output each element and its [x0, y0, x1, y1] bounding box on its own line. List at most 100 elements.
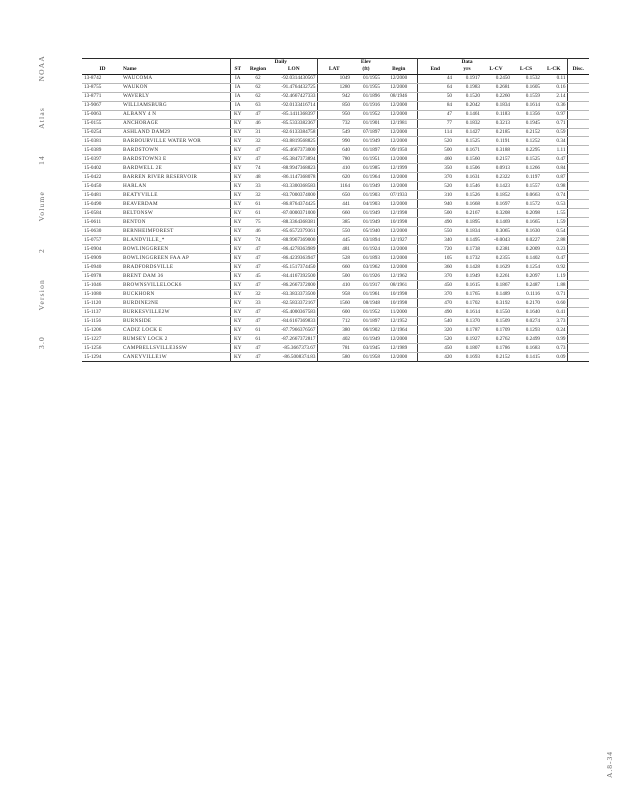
cell-st: KY	[229, 316, 245, 327]
cell-elev: 01/1952	[351, 110, 381, 120]
cell-lcs: 0.2098	[511, 208, 541, 219]
cell-id: 13-8771	[82, 92, 122, 102]
cell-lon: -85.1517374450	[271, 262, 317, 273]
cell-st: KY	[229, 352, 245, 362]
cell-st: KY	[229, 334, 245, 345]
cell-id: 15-1080	[82, 289, 122, 300]
col-header-region: Region	[245, 65, 271, 75]
cell-lat: 380	[316, 325, 351, 336]
cell-end: 500	[416, 208, 453, 219]
cell-elev: 01/1949	[351, 136, 381, 147]
table-row: 15-0757 BLANDVILLE_* KY 74 -88.9967369000 445…	[82, 235, 589, 246]
cell-lat: 660	[316, 208, 351, 219]
cell-lcs: 0.2152	[511, 128, 541, 138]
group-blank-lck	[541, 59, 567, 66]
cell-lck: 0.59	[541, 128, 567, 138]
col-header-name: Name	[122, 65, 230, 75]
cell-region: 33	[245, 181, 271, 192]
group-data: Data	[461, 59, 473, 66]
cell-lcs: 0.1572	[511, 199, 541, 210]
cell-yrs: 0.1461	[453, 110, 481, 120]
cell-name: WAUCOMA	[122, 74, 230, 84]
cell-name: BARDSTOWN	[122, 145, 230, 156]
table-row: 15-0940 BRADFORDSVILLE KY 47 -85.1517374450 6…	[82, 262, 589, 273]
cell-yrs: 0.1832	[453, 119, 481, 129]
cell-lon: -87.7966376567	[271, 325, 317, 336]
cell-id: 15-0155	[82, 119, 122, 129]
col-header-lon: LON	[271, 65, 317, 75]
cell-id: 15-1046	[82, 280, 122, 291]
cell-lon: -85.4000367583	[271, 307, 317, 318]
cell-id: 15-0397	[82, 154, 122, 165]
margin-word-6: 3.0	[36, 335, 46, 349]
cell-region: 62	[245, 83, 271, 93]
table-row: 15-1137 BURKESVILLE2W KY 47 -85.4000367583 60…	[82, 307, 589, 318]
cell-yrs: 0.1428	[453, 262, 481, 273]
cell-elev: 07/1897	[351, 128, 381, 138]
cell-st: IA	[229, 101, 245, 111]
cell-disc	[566, 208, 589, 219]
table-row: 15-0904 BOWLINGGREEN KY 47 -86.4278363989 481…	[82, 244, 589, 255]
cell-lcv: 0.3188	[481, 145, 511, 156]
station-table: Daily Elev Data ID Name ST Region L	[82, 58, 589, 363]
cell-st: KY	[229, 262, 245, 273]
cell-lcs: 0.1605	[511, 83, 541, 93]
cell-region: 62	[245, 74, 271, 84]
cell-lcs: 0.2097	[511, 271, 541, 282]
margin-word-5: Version	[36, 278, 46, 310]
cell-begin: 07/1933	[381, 190, 417, 201]
cell-lcs: 0.2295	[511, 145, 541, 156]
cell-lon: -83.7000374000	[271, 190, 317, 201]
cell-id: 15-1294	[84, 353, 102, 360]
cell-st: KY	[229, 199, 245, 210]
cell-lcs: 0.0274	[511, 316, 541, 327]
cell-lat: 850	[316, 101, 351, 111]
station-table-container: Daily Elev Data ID Name ST Region L	[82, 58, 589, 363]
cell-name: WAVERLY	[122, 92, 230, 102]
cell-lon: -84.4167392500	[271, 271, 317, 282]
cell-lcv: 0.1629	[481, 262, 511, 273]
cell-lcv: 0.1852	[481, 190, 511, 201]
cell-lcv: -0.0043	[481, 235, 511, 246]
cell-id: 15-0904	[82, 244, 122, 255]
cell-st: IA	[229, 83, 245, 93]
cell-lat: 445	[316, 235, 351, 246]
cell-name: BURDINE2NE	[122, 298, 230, 309]
cell-id: 15-0584	[82, 208, 122, 219]
cell-region: 47	[245, 253, 271, 264]
cell-lcs: 0.1402	[511, 253, 541, 264]
cell-lon: -86.4239363947	[271, 253, 317, 264]
cell-begin: 08/1961	[381, 280, 417, 291]
cell-lck: 0.11	[541, 74, 567, 84]
cell-lat: 441	[316, 199, 351, 210]
cell-lck: 0.16	[541, 83, 567, 93]
cell-elev: 06/1902	[351, 325, 381, 336]
table-row: 15-1227 RUMSEY LOCK 2 KY 61 -87.2667372817 40…	[82, 334, 589, 345]
cell-st: IA	[229, 92, 245, 102]
cell-elev: 01/1949	[351, 181, 381, 192]
cell-disc	[566, 289, 589, 300]
cell-elev: 01/1924	[351, 244, 381, 255]
cell-elev: 01/1897	[351, 145, 381, 156]
cell-disc	[566, 280, 589, 291]
cell-begin: 12/2000	[381, 334, 417, 345]
cell-disc	[566, 298, 589, 309]
cell-yrs: 0.1807	[453, 343, 481, 354]
cell-yrs: 0.1895	[453, 217, 481, 228]
cell-lcs: 0.1945	[511, 119, 541, 129]
cell-id: 13-8755	[82, 83, 122, 93]
cell-lon: -85.4667373000	[271, 145, 317, 156]
cell-lat: 990	[316, 136, 351, 147]
cell-lcs: 0.1266	[511, 163, 541, 174]
col-header-yrs: yrs	[453, 65, 481, 75]
cell-name: BRENT DAM 36	[122, 271, 230, 282]
group-blank-lat	[316, 58, 351, 66]
cell-lck: 0.98	[541, 181, 567, 192]
cell-lcs: 0.2499	[511, 334, 541, 345]
cell-name: BEAVERDAM	[122, 199, 230, 210]
cell-lat: 958	[316, 289, 351, 300]
cell-lcv: 0.1509	[481, 316, 511, 327]
cell-name: WAUKON	[122, 83, 230, 93]
cell-name: BROWNSVILLELOCK6	[122, 280, 230, 291]
